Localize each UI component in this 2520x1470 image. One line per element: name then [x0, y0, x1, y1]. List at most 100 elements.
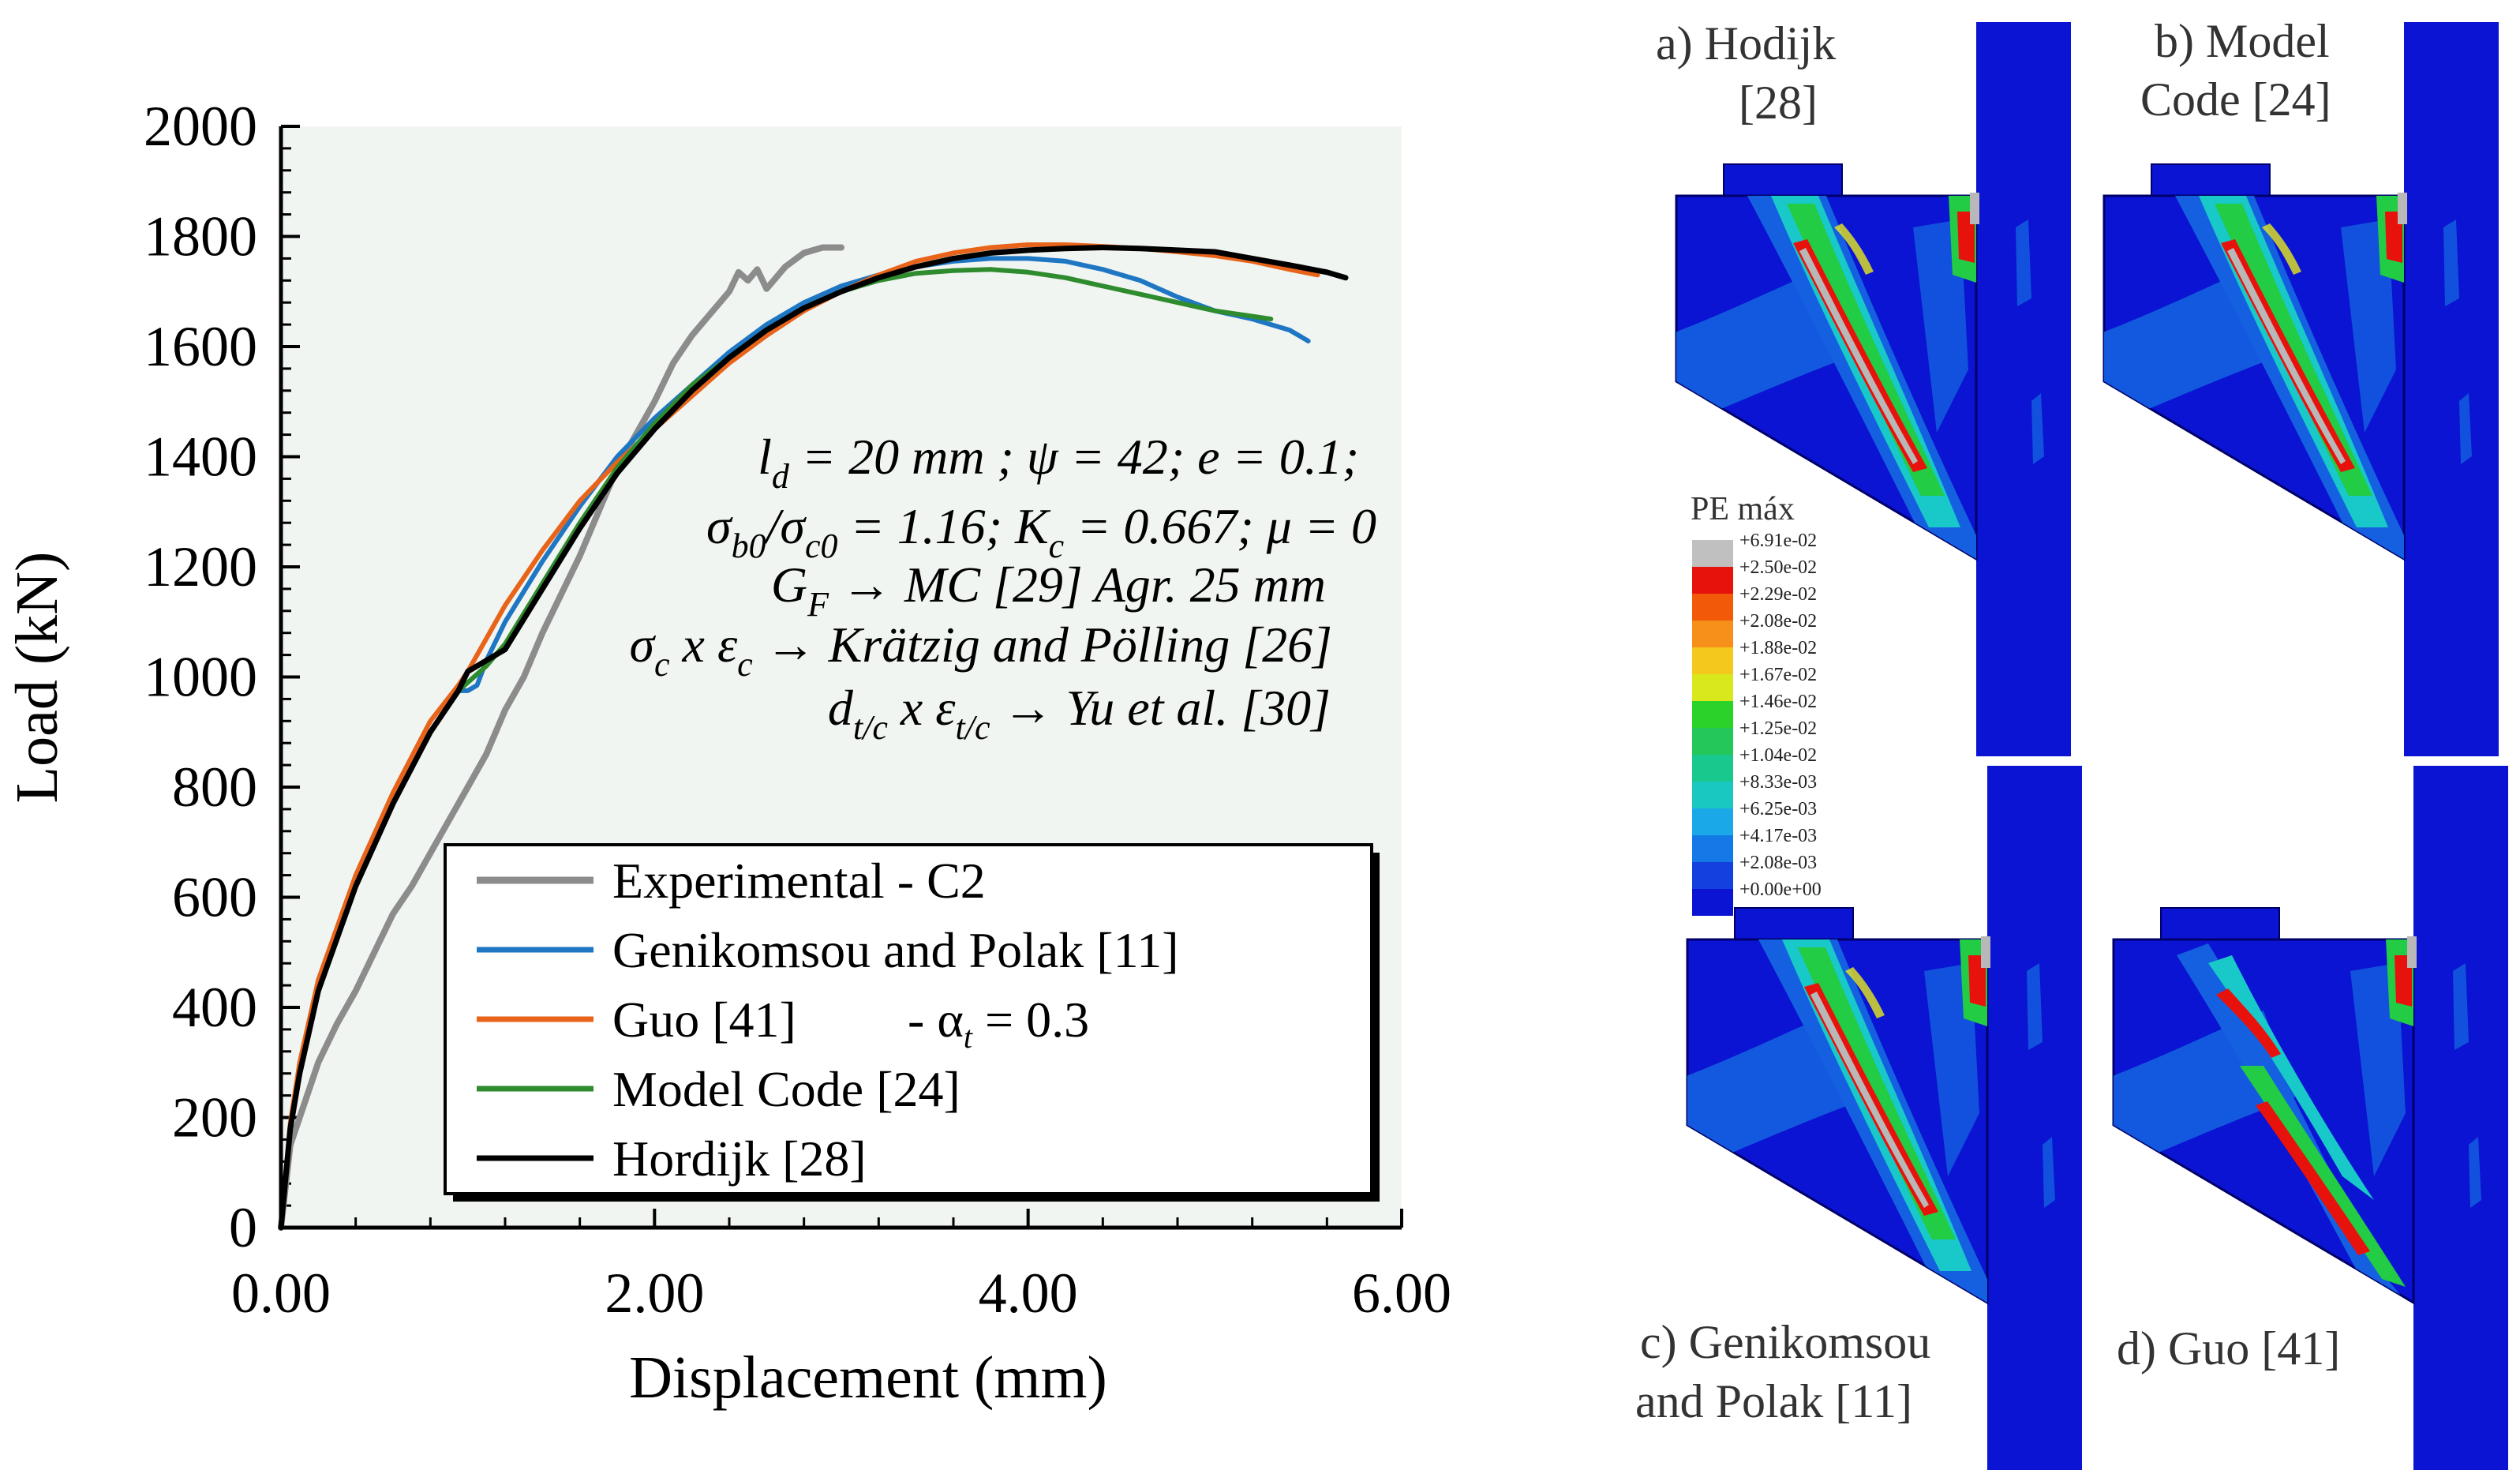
contour-band: [2240, 1066, 2406, 1287]
contour-legend: PE máx +6.91e-02 +2.50e-02 +2.29e-02 +2.08e…: [1691, 491, 1822, 916]
contact-marker: [2398, 193, 2407, 224]
strain-contours: [1676, 196, 1976, 559]
column-hotspot: [2385, 212, 2402, 263]
contact-marker: [1981, 936, 1990, 968]
contour-value-label: +4.17e-03: [1739, 826, 1817, 846]
parameter-annotation: ld = 20 mm ; ψ = 42; e = 0.1; σb0/σc0 = …: [629, 429, 1376, 747]
x-tick-label: 6.00: [1352, 1262, 1451, 1325]
contour-color-band: [1692, 755, 1733, 782]
bearing-plate: [1723, 163, 1843, 197]
series-line-1: [278, 244, 844, 1231]
contour-value-label: +1.67e-02: [1739, 665, 1817, 685]
y-tick-label: 0: [229, 1196, 257, 1259]
contour-band: [1834, 223, 1874, 275]
contour-value-label: +2.29e-02: [1739, 584, 1817, 605]
contour-color-band: [1692, 594, 1733, 621]
legend-label: Hordijk [28]: [612, 1131, 867, 1187]
annotation-line-3: GF → MC [29] Agr. 25 mm: [771, 557, 1326, 624]
contour-color-band: [1692, 889, 1733, 916]
contour-color-band: [1692, 782, 1733, 808]
contour-value-label: +2.50e-02: [1739, 557, 1817, 578]
column-speckle: [2469, 1137, 2481, 1208]
series-layer: [278, 242, 1349, 1231]
strain-contours: [1687, 939, 1987, 1303]
y-tick-label: 1000: [144, 646, 257, 709]
contour-band: [2256, 1101, 2370, 1255]
legend-label: Experimental - C2: [612, 853, 986, 909]
fe-contour-panels: [1675, 22, 2508, 1470]
legend-label: Guo [41]: [612, 992, 796, 1048]
fe-panel-b: [2102, 22, 2499, 756]
contour-value-label: +1.04e-02: [1739, 745, 1817, 766]
column-speckle: [2459, 393, 2472, 464]
column-body: [2413, 766, 2508, 1470]
column-hotspot: [1957, 212, 1975, 263]
y-tick-label: 1600: [144, 315, 257, 378]
contour-value-label: +8.33e-03: [1739, 772, 1817, 793]
bearing-plate: [1734, 907, 1854, 940]
contour-value-label: +1.46e-02: [1739, 692, 1817, 712]
x-tick-label: 2.00: [605, 1262, 704, 1325]
contact-marker: [1970, 193, 1979, 224]
x-tick-label: 0.00: [231, 1262, 331, 1325]
panel-c-caption-line2: and Polak [11]: [1635, 1375, 1912, 1427]
column-body: [2404, 22, 2499, 756]
panel-captions: a) Hodijk [28] b) Model Code [24] c) Gen…: [1635, 15, 2340, 1427]
contour-band: [2227, 248, 2346, 464]
column-speckle: [2031, 393, 2044, 464]
contour-color-band: [1692, 808, 1733, 835]
panel-c-caption-line1: c) Genikomsou: [1640, 1316, 1930, 1368]
contour-scale: +6.91e-02 +2.50e-02 +2.29e-02 +2.08e-02 +1.8…: [1692, 531, 1822, 916]
contour-band: [2216, 988, 2281, 1058]
load-displacement-chart: 0 200 400 600 800 1000 1200 1400 1600 1800 2000 0.…: [4, 95, 1451, 1411]
contour-color-band: [1692, 647, 1733, 674]
contour-value-label: +6.25e-03: [1739, 799, 1817, 819]
y-axis-label: Load (kN): [4, 552, 70, 804]
y-tick-label: 1200: [144, 535, 257, 598]
contour-color-band: [1692, 540, 1733, 567]
y-tick-label: 1400: [144, 426, 257, 489]
contour-color-band: [1692, 567, 1733, 594]
column-speckle: [2453, 963, 2469, 1050]
panel-d-caption-line1: d) Guo [41]: [2117, 1322, 2340, 1374]
fe-panel-a: [1675, 22, 2071, 756]
strain-contours: [2104, 196, 2404, 559]
column-speckle: [2027, 963, 2043, 1050]
bearing-plate: [2160, 907, 2280, 940]
series-line-5: [278, 245, 1349, 1231]
annotation-line-1: ld = 20 mm ; ψ = 42; e = 0.1;: [758, 429, 1359, 496]
y-tick-labels: 0 200 400 600 800 1000 1200 1400 1600 1800 2000: [144, 95, 257, 1259]
x-axis-label: Displacement (mm): [629, 1344, 1107, 1411]
legend-label: Genikomsou and Polak [11]: [612, 922, 1179, 978]
contour-value-label: +6.91e-02: [1739, 531, 1817, 551]
contour-band: [2262, 223, 2301, 275]
y-tick-label: 800: [172, 756, 257, 819]
contour-band: [1799, 248, 1918, 464]
x-tick-label: 4.00: [979, 1262, 1078, 1325]
y-tick-label: 1800: [144, 205, 257, 268]
contour-band: [1810, 992, 1929, 1208]
contour-legend-title: PE máx: [1691, 491, 1795, 527]
fe-panel-d: [2112, 766, 2508, 1470]
x-tick-labels: 0.00 2.00 4.00 6.00: [231, 1262, 1451, 1325]
contour-color-band: [1692, 701, 1733, 728]
contour-color-band: [1692, 674, 1733, 701]
contour-color-band: [1692, 862, 1733, 889]
contour-color-band: [1692, 835, 1733, 862]
bearing-plate: [2151, 163, 2271, 197]
y-tick-label: 400: [172, 976, 257, 1039]
column-hotspot: [1968, 955, 1986, 1007]
legend-box: [444, 843, 1373, 1195]
chart-legend: Experimental - C2 Genikomsou and Polak [1…: [444, 843, 1380, 1202]
contour-value-label: +1.88e-02: [1739, 638, 1817, 658]
panel-a-caption-line2: [28]: [1739, 77, 1818, 129]
annotation-line-5: dt/c x εt/c → Yu et al. [30]: [828, 680, 1331, 747]
y-tick-label: 200: [172, 1086, 257, 1149]
contact-marker: [2407, 936, 2417, 968]
legend-label: Model Code [24]: [612, 1061, 960, 1117]
legend-entries: Experimental - C2 Genikomsou and Polak [1…: [477, 853, 1179, 1187]
y-tick-label: 600: [172, 866, 257, 929]
panel-b-caption-line2: Code [24]: [2140, 73, 2331, 126]
